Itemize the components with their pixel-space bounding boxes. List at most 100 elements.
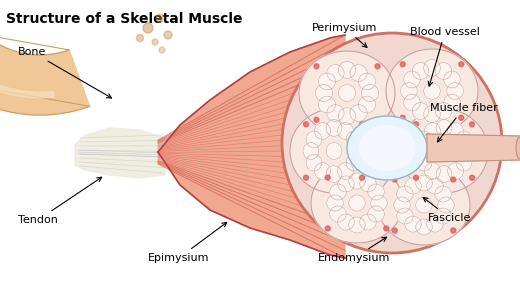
Ellipse shape (306, 154, 322, 171)
Circle shape (451, 228, 456, 233)
Circle shape (375, 64, 380, 69)
Circle shape (164, 31, 172, 39)
Circle shape (451, 177, 456, 182)
Ellipse shape (358, 96, 375, 113)
Text: Tendon: Tendon (18, 177, 102, 225)
Circle shape (470, 122, 475, 127)
Ellipse shape (413, 143, 429, 159)
Ellipse shape (315, 85, 333, 102)
Ellipse shape (438, 197, 454, 213)
Circle shape (359, 175, 365, 180)
Ellipse shape (424, 106, 440, 122)
Ellipse shape (346, 154, 362, 171)
Circle shape (143, 23, 153, 33)
Ellipse shape (416, 131, 432, 148)
Ellipse shape (326, 143, 342, 159)
Ellipse shape (436, 120, 452, 136)
Ellipse shape (326, 120, 342, 136)
Ellipse shape (361, 85, 379, 102)
Ellipse shape (516, 137, 520, 159)
Ellipse shape (339, 108, 356, 124)
Circle shape (400, 115, 405, 120)
Ellipse shape (435, 208, 451, 224)
Circle shape (282, 33, 502, 253)
Text: Epimysium: Epimysium (148, 223, 227, 263)
Ellipse shape (447, 83, 463, 100)
Ellipse shape (397, 186, 413, 202)
Circle shape (152, 39, 158, 45)
Text: Structure of a Skeletal Muscle: Structure of a Skeletal Muscle (6, 12, 242, 26)
Circle shape (314, 117, 319, 122)
Ellipse shape (435, 186, 451, 202)
Ellipse shape (405, 178, 421, 194)
Circle shape (304, 175, 308, 180)
Ellipse shape (327, 65, 344, 82)
Circle shape (392, 228, 397, 233)
Circle shape (156, 14, 164, 22)
Ellipse shape (315, 163, 330, 179)
Circle shape (459, 62, 464, 67)
Ellipse shape (306, 131, 322, 148)
Ellipse shape (424, 163, 440, 179)
Ellipse shape (444, 71, 460, 88)
Ellipse shape (412, 103, 428, 120)
Ellipse shape (400, 109, 488, 193)
Ellipse shape (400, 83, 417, 100)
Circle shape (400, 62, 405, 67)
Ellipse shape (404, 94, 420, 111)
Ellipse shape (404, 71, 420, 88)
Ellipse shape (337, 214, 354, 230)
Ellipse shape (337, 123, 354, 139)
Ellipse shape (299, 51, 395, 135)
Ellipse shape (456, 154, 472, 171)
Ellipse shape (360, 214, 376, 230)
Text: Fascicle: Fascicle (423, 197, 471, 223)
Ellipse shape (394, 197, 410, 213)
Circle shape (304, 122, 308, 127)
Ellipse shape (318, 96, 335, 113)
Ellipse shape (427, 178, 443, 194)
Polygon shape (75, 128, 165, 178)
Polygon shape (0, 35, 89, 115)
Ellipse shape (435, 63, 452, 80)
Ellipse shape (415, 219, 432, 235)
Circle shape (413, 122, 419, 127)
Ellipse shape (415, 197, 432, 213)
Ellipse shape (459, 143, 475, 159)
Ellipse shape (448, 163, 463, 179)
Ellipse shape (436, 166, 452, 182)
Ellipse shape (416, 154, 432, 171)
Ellipse shape (360, 176, 376, 192)
Ellipse shape (339, 85, 356, 102)
Ellipse shape (327, 105, 344, 121)
Ellipse shape (349, 173, 365, 189)
Ellipse shape (359, 126, 415, 170)
Ellipse shape (368, 206, 384, 222)
Circle shape (392, 177, 397, 182)
Ellipse shape (436, 143, 452, 159)
Circle shape (136, 35, 144, 41)
Ellipse shape (397, 208, 413, 224)
Circle shape (325, 226, 330, 231)
Ellipse shape (347, 116, 427, 180)
Ellipse shape (349, 143, 365, 159)
Ellipse shape (386, 49, 478, 133)
Ellipse shape (327, 195, 343, 211)
Circle shape (459, 115, 464, 120)
Ellipse shape (349, 195, 365, 211)
Circle shape (359, 122, 365, 127)
Ellipse shape (346, 131, 362, 148)
Ellipse shape (424, 59, 440, 76)
Text: Endomysium: Endomysium (318, 237, 391, 263)
Ellipse shape (368, 184, 384, 200)
Circle shape (375, 117, 380, 122)
Ellipse shape (415, 175, 432, 191)
Ellipse shape (435, 103, 452, 120)
Ellipse shape (456, 131, 472, 148)
Ellipse shape (350, 105, 367, 121)
Ellipse shape (318, 73, 335, 90)
Ellipse shape (315, 123, 330, 139)
Ellipse shape (339, 61, 356, 78)
Ellipse shape (427, 216, 443, 232)
Ellipse shape (330, 184, 346, 200)
